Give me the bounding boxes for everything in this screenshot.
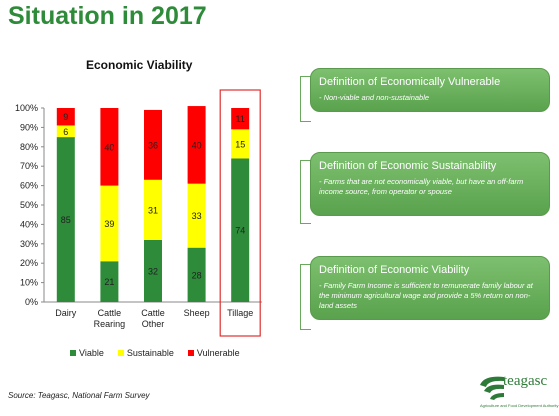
category-label: Dairy	[55, 308, 77, 318]
data-label: 85	[61, 215, 71, 225]
data-label: 28	[192, 270, 202, 280]
y-tick-label: 70%	[20, 161, 38, 171]
y-tick-label: 90%	[20, 122, 38, 132]
data-label: 36	[148, 140, 158, 150]
y-tick-label: 10%	[20, 278, 38, 288]
highlight-box	[219, 89, 261, 337]
y-tick-label: 60%	[20, 181, 38, 191]
bar-segment-sustainable	[144, 179, 162, 240]
data-label: 39	[104, 219, 114, 229]
y-tick-label: 0%	[25, 297, 38, 307]
bar-segment-viable	[187, 247, 206, 302]
definition-bracket	[300, 76, 311, 122]
category-label: Tillage	[227, 308, 253, 318]
category-label: Rearing	[94, 319, 126, 329]
legend: Viable Sustainable Vulnerable	[70, 348, 254, 358]
category-label: Sheep	[184, 308, 210, 318]
bar-segment-viable	[56, 137, 75, 302]
logo-subtext: Agriculture and Food Development Authori…	[480, 403, 559, 408]
bar-segment-sustainable	[56, 125, 75, 138]
bar-segment-viable	[144, 239, 162, 302]
data-label: 6	[63, 127, 68, 137]
definition-heading: Definition of Economic Sustainability	[319, 160, 497, 172]
data-label: 15	[235, 139, 245, 149]
data-label: 31	[148, 205, 158, 215]
logo-mark-icon	[480, 376, 504, 400]
bar-segment-sustainable	[187, 183, 206, 248]
teagasc-logo: teagasc Agriculture and Food Development…	[478, 371, 559, 411]
legend-label: Sustainable	[126, 348, 174, 358]
logo-text: teagasc	[503, 373, 548, 389]
data-label: 21	[104, 277, 114, 287]
data-label: 11	[236, 114, 245, 124]
y-tick-label: 50%	[20, 200, 38, 210]
definition-bracket	[300, 264, 311, 330]
bar-segment-vulnerable	[144, 109, 162, 180]
data-label: 74	[235, 226, 245, 236]
definition-box: Definition of Economic Sustainability - …	[310, 152, 550, 216]
data-label: 32	[148, 266, 158, 276]
source-note: Source: Teagasc, National Farm Survey	[8, 391, 150, 400]
data-label: 33	[192, 211, 202, 221]
slide-title: Situation in 2017	[8, 2, 207, 30]
definition-bracket	[300, 160, 311, 224]
legend-label: Vulnerable	[196, 348, 240, 358]
data-label: 9	[63, 112, 68, 122]
bar-segment-viable	[231, 158, 250, 302]
bar-segment-sustainable	[100, 185, 119, 262]
definition-heading: Definition of Economic Viability	[319, 264, 470, 276]
y-tick-label: 30%	[20, 239, 38, 249]
definition-box: Definition of Economic Viability - Famil…	[310, 256, 550, 320]
legend-item-viable: Viable	[70, 348, 104, 358]
data-label: 40	[104, 142, 114, 152]
bar-segment-sustainable	[231, 129, 250, 159]
legend-label: Viable	[79, 348, 104, 358]
bar-segment-vulnerable	[187, 106, 206, 184]
y-tick-label: 40%	[20, 219, 38, 229]
definition-vulnerable: Definition of Economically Vulnerable - …	[300, 68, 558, 122]
data-label: 40	[192, 140, 202, 150]
bar-segment-vulnerable	[100, 108, 119, 186]
y-tick-label: 80%	[20, 142, 38, 152]
chart-title: Economic Viability	[86, 58, 193, 72]
legend-item-sustainable: Sustainable	[117, 348, 174, 358]
definition-viability: Definition of Economic Viability - Famil…	[300, 256, 558, 330]
y-tick-label: 20%	[20, 258, 38, 268]
y-tick-label: 100%	[15, 103, 38, 113]
legend-swatch	[187, 350, 194, 356]
definition-text: - Family Farm Income is sufficient to re…	[319, 281, 533, 310]
legend-swatch	[70, 350, 76, 356]
legend-swatch	[117, 350, 124, 356]
bar-segment-vulnerable	[231, 108, 250, 130]
category-label: Cattle	[98, 308, 122, 318]
definition-text: - Farms that are not economically viable…	[319, 177, 524, 196]
category-label: Other	[142, 319, 165, 329]
bar-segment-vulnerable	[56, 108, 75, 126]
legend-item-vulnerable: Vulnerable	[187, 348, 240, 358]
definition-box: Definition of Economically Vulnerable - …	[310, 68, 550, 112]
definition-heading: Definition of Economically Vulnerable	[319, 76, 501, 88]
definition-sustainability: Definition of Economic Sustainability - …	[300, 152, 558, 224]
definition-text: - Non-viable and non-sustainable	[319, 93, 430, 102]
category-label: Cattle	[141, 308, 165, 318]
bar-segment-viable	[100, 261, 119, 302]
